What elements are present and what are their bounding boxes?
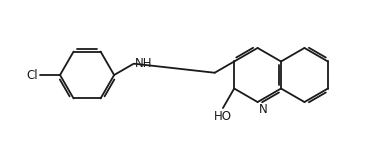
Text: N: N [259, 103, 268, 116]
Text: Cl: Cl [27, 69, 38, 81]
Text: HO: HO [214, 110, 232, 123]
Text: NH: NH [134, 57, 152, 70]
